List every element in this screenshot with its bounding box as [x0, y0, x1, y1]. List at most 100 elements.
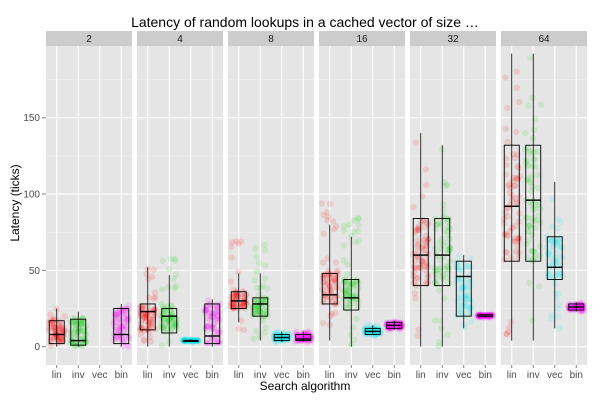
jitter-point	[410, 279, 418, 286]
jitter-point	[328, 278, 335, 286]
jitter-point	[56, 324, 63, 332]
box-rect	[546, 236, 563, 280]
jitter-point	[139, 316, 146, 323]
jitter-point	[327, 271, 334, 278]
jitter-point	[158, 342, 166, 349]
jitter-point	[280, 336, 288, 344]
jitter-point	[122, 317, 129, 324]
jitter-point	[421, 263, 428, 270]
jitter-point	[424, 238, 431, 245]
jitter-point	[477, 313, 484, 321]
jitter-point	[111, 309, 118, 316]
jitter-point	[511, 195, 519, 202]
jitter-point	[113, 319, 120, 326]
jitter-point	[141, 314, 148, 321]
jitter-point	[344, 261, 351, 268]
jitter-point	[212, 316, 220, 324]
box-rect	[503, 144, 520, 262]
box-inv	[161, 274, 178, 347]
jitter-point	[160, 322, 168, 329]
jitter-point	[414, 241, 422, 248]
jitter-point	[557, 245, 564, 252]
jitter-point	[437, 245, 445, 253]
jitter-point	[114, 310, 122, 318]
jitter-point	[74, 321, 81, 328]
jitter-point	[238, 238, 245, 245]
jitter-point	[262, 275, 269, 282]
jitter-point	[507, 318, 515, 325]
box-rect	[321, 272, 338, 305]
jitter-point	[354, 214, 362, 222]
x-tick-label-inv: inv	[254, 370, 267, 381]
jitter-point	[554, 237, 561, 244]
jitter-point	[145, 325, 152, 333]
jitter-point	[558, 270, 565, 277]
box-rect	[230, 291, 247, 309]
jitter-point	[511, 238, 518, 245]
jitter-point	[465, 306, 473, 314]
x-tick-label-inv: inv	[345, 370, 358, 381]
box-vec	[455, 255, 472, 329]
jitter-point	[124, 316, 131, 324]
jitter-point	[527, 179, 534, 186]
jitter-point	[343, 301, 351, 308]
box-vec	[273, 331, 290, 343]
jitter-point	[511, 238, 518, 245]
jitter-point	[435, 266, 443, 273]
y-axis-title: Latency (ticks)	[8, 164, 22, 241]
jitter-point	[235, 268, 242, 275]
jitter-point	[161, 315, 168, 322]
jitter-point	[172, 271, 180, 278]
jitter-point	[51, 324, 58, 332]
jitter-point	[576, 299, 583, 306]
jitter-point	[345, 285, 353, 293]
jitter-point	[503, 331, 510, 338]
jitter-point	[54, 337, 62, 344]
facet-panel-2: 2 lin inv vec bin	[45, 31, 133, 381]
jitter-point	[455, 295, 462, 302]
jitter-point	[456, 285, 463, 292]
x-tick-label-inv: inv	[72, 370, 85, 381]
jitter-point	[500, 220, 507, 227]
jitter-point	[240, 301, 247, 308]
jitter-point	[468, 318, 475, 325]
jitter-point	[214, 314, 221, 322]
jitter-point	[77, 328, 84, 335]
jitter-point	[165, 316, 172, 323]
jitter-point	[307, 329, 314, 336]
jitter-point	[341, 286, 348, 293]
jitter-point	[444, 331, 451, 338]
jitter-point	[323, 293, 331, 301]
jitter-point	[303, 336, 310, 344]
jitter-point	[165, 266, 173, 273]
jitter-point	[414, 226, 421, 234]
jitter-point	[506, 181, 513, 188]
jitter-point	[441, 226, 448, 234]
jitter-point	[121, 319, 128, 326]
jitter-point	[327, 283, 334, 291]
jitter-point	[422, 232, 430, 239]
jitter-point	[455, 306, 462, 313]
jitter-point	[502, 249, 509, 256]
facet-strip-label: 64	[538, 34, 550, 45]
jitter-point	[529, 247, 536, 255]
jitter-point	[233, 293, 240, 300]
jitter-point	[377, 325, 384, 333]
jitter-point	[455, 302, 463, 310]
jitter-point	[263, 295, 271, 303]
jitter-point	[534, 148, 541, 155]
jitter-point	[437, 317, 444, 324]
jitter-point	[77, 327, 85, 334]
jitter-point	[76, 325, 83, 332]
jitter-point	[72, 325, 79, 333]
jitter-point	[168, 319, 176, 326]
jitter-point	[460, 284, 467, 291]
box-rect	[455, 260, 472, 317]
facet-panel-16: 16 lin inv vec bin	[318, 31, 406, 381]
jitter-point	[443, 269, 450, 276]
jitter-point	[328, 310, 335, 317]
jitter-point	[467, 304, 474, 311]
jitter-point	[57, 337, 65, 344]
facet-strip	[410, 31, 496, 46]
jitter-point	[233, 238, 240, 245]
